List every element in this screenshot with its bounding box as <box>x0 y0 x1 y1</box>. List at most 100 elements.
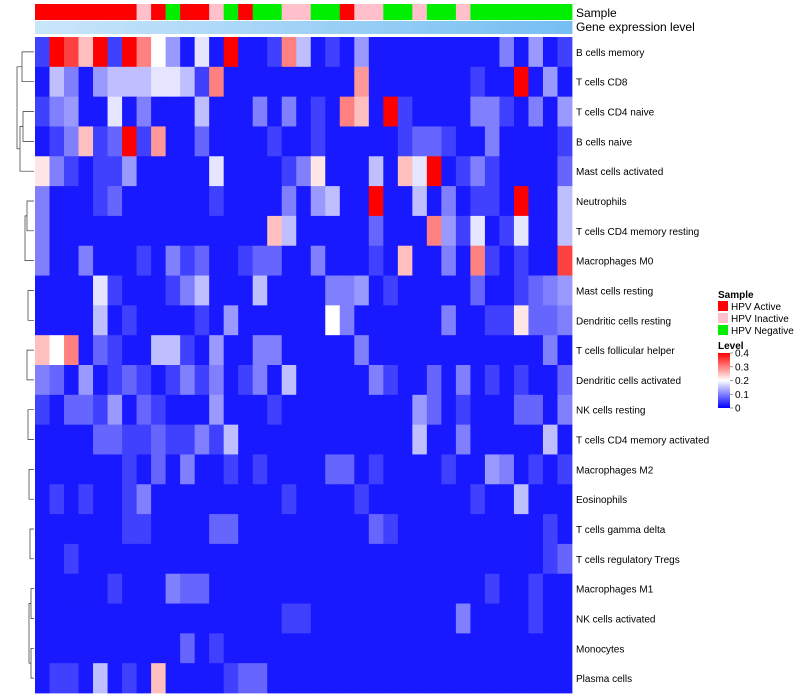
heatmap-cell <box>499 37 515 68</box>
heatmap-cell <box>441 156 457 187</box>
heatmap-cell <box>542 603 558 634</box>
heatmap-cell <box>426 275 442 306</box>
row-label: T cells follicular helper <box>576 346 675 357</box>
heatmap-cell <box>296 454 312 485</box>
heatmap-cell <box>426 66 442 98</box>
heatmap-cell <box>78 156 94 187</box>
heatmap-cell <box>49 573 65 604</box>
row-label: T cells CD4 naive <box>576 108 655 119</box>
heatmap-cell <box>238 126 254 157</box>
heatmap-cell <box>542 37 558 68</box>
heatmap-cell <box>35 335 50 366</box>
heatmap-cell <box>165 245 181 276</box>
heatmap-cell <box>136 275 152 306</box>
heatmap-cell <box>194 156 210 187</box>
legend-swatch <box>718 301 728 311</box>
heatmap-cell <box>354 215 370 247</box>
heatmap-cell <box>136 156 152 187</box>
row-label: Plasma cells <box>576 674 632 685</box>
expression-annotation-cell <box>78 21 94 34</box>
heatmap-cell <box>151 484 167 515</box>
expression-annotation-cell <box>93 21 108 34</box>
heatmap-cell <box>484 663 500 694</box>
heatmap-cell <box>513 424 529 455</box>
heatmap-cell <box>455 156 471 187</box>
legend-swatch <box>718 325 728 335</box>
heatmap-cell <box>542 305 558 336</box>
heatmap-cell <box>557 66 573 98</box>
heatmap-cell <box>165 305 181 336</box>
heatmap-cell <box>151 37 167 68</box>
heatmap-cell <box>441 96 457 127</box>
heatmap-cell <box>397 365 413 396</box>
heatmap-cell <box>499 514 515 545</box>
heatmap-cell <box>557 424 573 455</box>
heatmap-cell <box>93 37 108 68</box>
heatmap-cell <box>78 96 94 127</box>
heatmap-cell <box>354 603 370 634</box>
heatmap-cell <box>223 245 239 276</box>
heatmap-cell <box>383 126 399 157</box>
heatmap-cell <box>528 663 544 694</box>
heatmap-cell <box>151 335 167 366</box>
heatmap-cell <box>194 186 210 217</box>
heatmap-cell <box>209 663 225 694</box>
heatmap-cell <box>93 186 108 217</box>
heatmap-cell <box>499 186 515 217</box>
sample-annotation-cell <box>412 4 428 20</box>
heatmap-cell <box>165 394 181 426</box>
heatmap-cell <box>35 454 50 485</box>
heatmap-cell <box>78 66 94 98</box>
heatmap-cell <box>470 126 486 157</box>
heatmap-cell <box>296 424 312 455</box>
heatmap-cell <box>49 394 65 426</box>
heatmap-cell <box>238 215 254 247</box>
heatmap-cell <box>267 365 283 396</box>
heatmap-cell <box>136 454 152 485</box>
heatmap-cell <box>499 305 515 336</box>
heatmap-cell <box>267 96 283 127</box>
heatmap-cell <box>165 66 181 98</box>
heatmap-cell <box>513 663 529 694</box>
heatmap-cell <box>470 215 486 247</box>
heatmap-cell <box>354 424 370 455</box>
heatmap-cell <box>35 365 50 396</box>
heatmap-cell <box>484 603 500 634</box>
heatmap-cell <box>49 603 65 634</box>
heatmap-cell <box>383 215 399 247</box>
heatmap-cell <box>528 573 544 604</box>
heatmap-cell <box>412 633 428 664</box>
sample-annotation-cell <box>252 4 268 20</box>
heatmap-cell <box>368 245 384 276</box>
heatmap-cell <box>281 543 297 575</box>
heatmap-cell <box>542 514 558 545</box>
heatmap-cell <box>209 543 225 575</box>
heatmap-cell <box>180 663 196 694</box>
heatmap-cell <box>165 37 181 68</box>
heatmap-cell <box>310 394 326 426</box>
heatmap-cell <box>238 454 254 485</box>
heatmap-cell <box>281 603 297 634</box>
heatmap-cell <box>223 603 239 634</box>
heatmap-cell <box>35 37 50 68</box>
heatmap-cell <box>528 424 544 455</box>
heatmap-cell <box>426 335 442 366</box>
heatmap-cell <box>339 603 355 634</box>
heatmap-cell <box>252 245 268 276</box>
heatmap-cell <box>136 305 152 336</box>
dendrogram-branch <box>21 51 34 83</box>
heatmap-cell <box>122 335 137 366</box>
legend-tick-label: 0.2 <box>735 376 749 387</box>
heatmap-cell <box>339 186 355 217</box>
heatmap-cell <box>339 394 355 426</box>
heatmap-cell <box>296 305 312 336</box>
heatmap-cell <box>383 37 399 68</box>
heatmap-cell <box>368 484 384 515</box>
heatmap-cell <box>267 484 283 515</box>
heatmap-cell <box>542 365 558 396</box>
heatmap-cell <box>180 66 196 98</box>
heatmap-cell <box>455 275 471 306</box>
heatmap-cell <box>296 245 312 276</box>
heatmap-cell <box>136 633 152 664</box>
heatmap-cell <box>238 96 254 127</box>
